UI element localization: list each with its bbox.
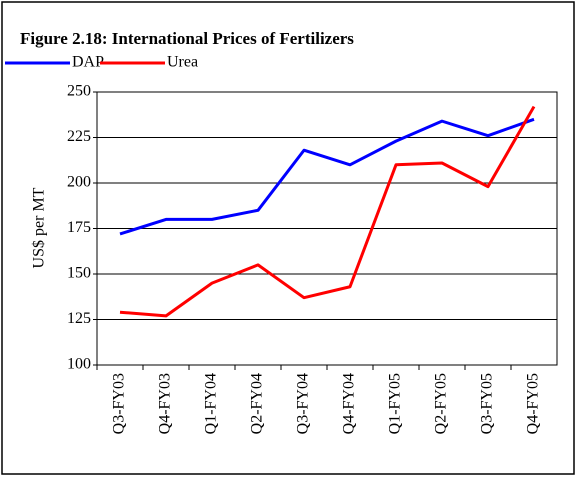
x-tick-label: Q4-FY04 xyxy=(341,373,358,434)
y-tick-label: 250 xyxy=(67,83,91,100)
x-tick-label: Q1-FY04 xyxy=(203,373,220,434)
x-tick-label: Q2-FY04 xyxy=(249,373,266,434)
y-tick-label: 150 xyxy=(67,265,91,282)
y-tick-label: 100 xyxy=(67,356,91,373)
x-tick-label: Q3-FY03 xyxy=(111,373,128,434)
x-tick-label: Q3-FY04 xyxy=(295,373,312,434)
y-axis-label: US$ per MT xyxy=(31,187,48,268)
legend-label: DAP xyxy=(72,54,104,71)
x-tick-label: Q4-FY03 xyxy=(157,373,174,434)
x-tick-label: Q3-FY05 xyxy=(479,373,496,434)
x-tick-label: Q2-FY05 xyxy=(433,373,450,434)
y-tick-label: 225 xyxy=(67,128,91,145)
y-tick-label: 175 xyxy=(67,219,91,236)
legend-label: Urea xyxy=(167,54,198,71)
data-line xyxy=(119,117,535,236)
y-tick-label: 200 xyxy=(67,174,91,191)
y-tick-label: 125 xyxy=(67,310,91,327)
chart-title: Figure 2.18: International Prices of Fer… xyxy=(20,29,354,48)
data-line xyxy=(119,105,536,318)
x-tick-label: Q4-FY05 xyxy=(525,373,542,434)
x-tick-label: Q1-FY05 xyxy=(387,373,404,434)
